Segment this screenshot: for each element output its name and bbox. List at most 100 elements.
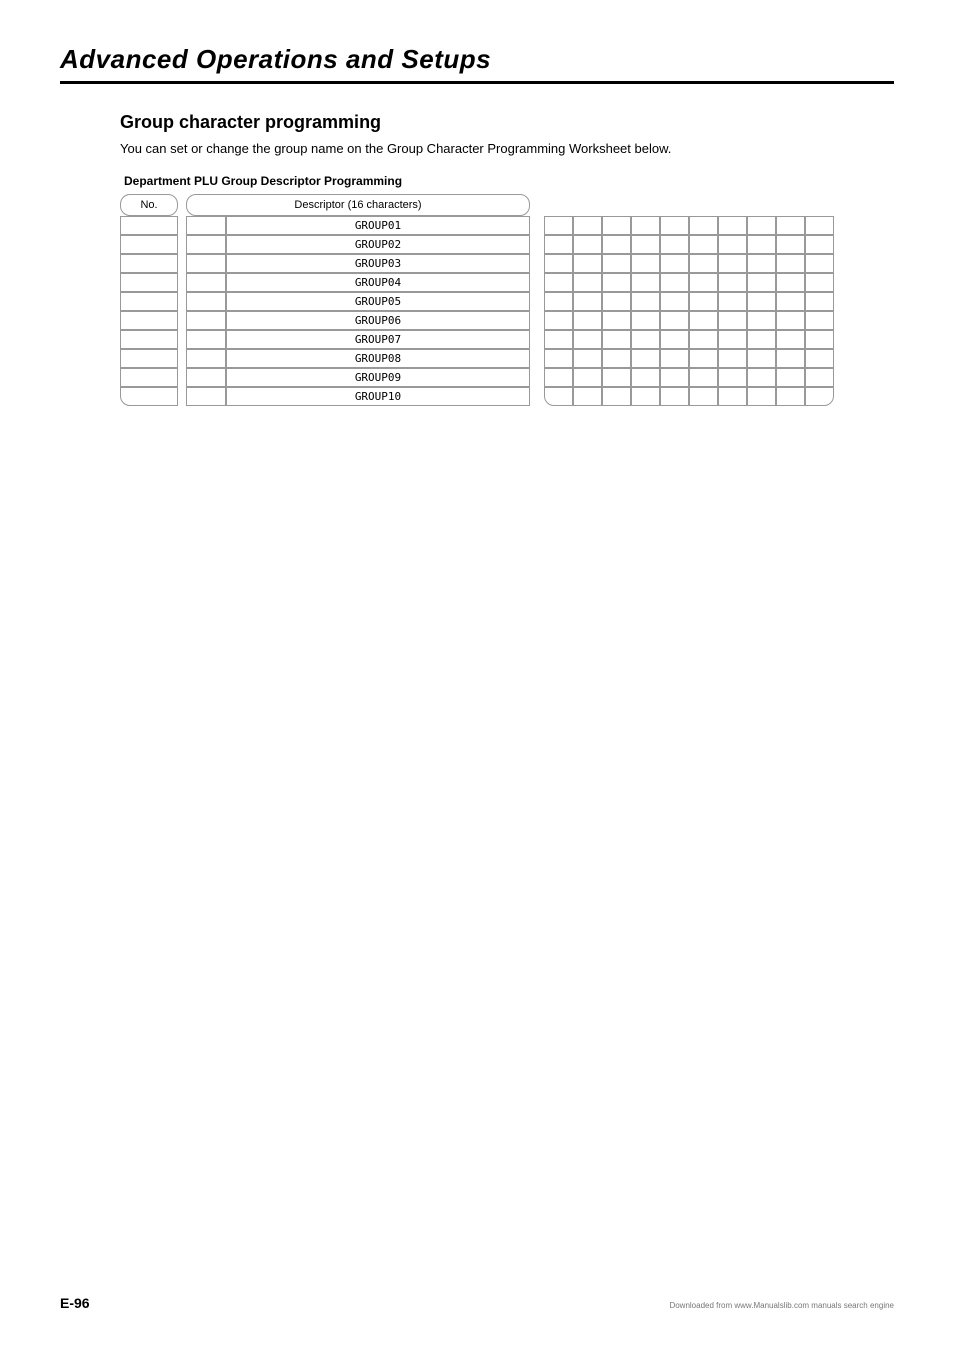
char-cell[interactable]	[718, 311, 747, 330]
char-cell[interactable]	[689, 235, 718, 254]
cell-icon[interactable]	[186, 387, 226, 406]
char-cell[interactable]	[631, 216, 660, 235]
char-cell[interactable]	[631, 311, 660, 330]
char-cell[interactable]	[718, 368, 747, 387]
char-cell[interactable]	[660, 273, 689, 292]
char-cell[interactable]	[544, 273, 573, 292]
char-cell[interactable]	[776, 254, 805, 273]
char-cell[interactable]	[602, 292, 631, 311]
char-cell[interactable]	[573, 330, 602, 349]
char-cell[interactable]	[805, 235, 834, 254]
char-cell[interactable]	[776, 387, 805, 406]
char-cell[interactable]	[631, 292, 660, 311]
char-cell[interactable]	[689, 330, 718, 349]
char-cell[interactable]	[544, 216, 573, 235]
char-cell[interactable]	[602, 330, 631, 349]
char-cell[interactable]	[776, 216, 805, 235]
char-cell[interactable]	[544, 292, 573, 311]
cell-no[interactable]	[120, 235, 178, 254]
char-cell[interactable]	[747, 254, 776, 273]
char-cell[interactable]	[602, 387, 631, 406]
char-cell[interactable]	[805, 349, 834, 368]
char-cell[interactable]	[573, 273, 602, 292]
char-cell[interactable]	[718, 330, 747, 349]
cell-icon[interactable]	[186, 368, 226, 387]
cell-icon[interactable]	[186, 311, 226, 330]
char-cell[interactable]	[747, 330, 776, 349]
char-cell[interactable]	[718, 216, 747, 235]
char-cell[interactable]	[776, 273, 805, 292]
cell-no[interactable]	[120, 311, 178, 330]
char-cell[interactable]	[660, 292, 689, 311]
char-cell[interactable]	[747, 273, 776, 292]
cell-no[interactable]	[120, 273, 178, 292]
char-cell[interactable]	[747, 311, 776, 330]
cell-no[interactable]	[120, 349, 178, 368]
char-cell[interactable]	[718, 273, 747, 292]
char-cell[interactable]	[544, 311, 573, 330]
char-cell[interactable]	[805, 387, 834, 406]
char-cell[interactable]	[718, 292, 747, 311]
char-cell[interactable]	[660, 311, 689, 330]
char-cell[interactable]	[660, 349, 689, 368]
cell-icon[interactable]	[186, 349, 226, 368]
char-cell[interactable]	[747, 216, 776, 235]
char-cell[interactable]	[660, 235, 689, 254]
char-cell[interactable]	[776, 311, 805, 330]
char-cell[interactable]	[602, 254, 631, 273]
char-cell[interactable]	[776, 292, 805, 311]
char-cell[interactable]	[602, 273, 631, 292]
char-cell[interactable]	[602, 349, 631, 368]
cell-icon[interactable]	[186, 292, 226, 311]
char-cell[interactable]	[776, 349, 805, 368]
char-cell[interactable]	[544, 330, 573, 349]
char-cell[interactable]	[573, 387, 602, 406]
char-cell[interactable]	[660, 330, 689, 349]
char-cell[interactable]	[631, 254, 660, 273]
char-cell[interactable]	[805, 311, 834, 330]
char-cell[interactable]	[689, 273, 718, 292]
char-cell[interactable]	[631, 235, 660, 254]
char-cell[interactable]	[805, 273, 834, 292]
char-cell[interactable]	[573, 349, 602, 368]
char-cell[interactable]	[747, 368, 776, 387]
char-cell[interactable]	[805, 330, 834, 349]
char-cell[interactable]	[805, 254, 834, 273]
char-cell[interactable]	[805, 216, 834, 235]
char-cell[interactable]	[747, 387, 776, 406]
char-cell[interactable]	[805, 368, 834, 387]
char-cell[interactable]	[631, 273, 660, 292]
char-cell[interactable]	[631, 349, 660, 368]
cell-icon[interactable]	[186, 273, 226, 292]
char-cell[interactable]	[805, 292, 834, 311]
char-cell[interactable]	[747, 292, 776, 311]
cell-no[interactable]	[120, 387, 178, 406]
char-cell[interactable]	[689, 254, 718, 273]
char-cell[interactable]	[544, 254, 573, 273]
char-cell[interactable]	[660, 387, 689, 406]
cell-no[interactable]	[120, 330, 178, 349]
char-cell[interactable]	[660, 216, 689, 235]
cell-icon[interactable]	[186, 216, 226, 235]
char-cell[interactable]	[718, 387, 747, 406]
char-cell[interactable]	[544, 349, 573, 368]
char-cell[interactable]	[660, 368, 689, 387]
char-cell[interactable]	[602, 311, 631, 330]
cell-icon[interactable]	[186, 330, 226, 349]
char-cell[interactable]	[689, 368, 718, 387]
char-cell[interactable]	[718, 235, 747, 254]
char-cell[interactable]	[689, 349, 718, 368]
cell-no[interactable]	[120, 254, 178, 273]
char-cell[interactable]	[573, 292, 602, 311]
char-cell[interactable]	[544, 235, 573, 254]
char-cell[interactable]	[776, 368, 805, 387]
char-cell[interactable]	[689, 292, 718, 311]
char-cell[interactable]	[631, 368, 660, 387]
char-cell[interactable]	[544, 368, 573, 387]
char-cell[interactable]	[718, 349, 747, 368]
char-cell[interactable]	[747, 235, 776, 254]
char-cell[interactable]	[602, 368, 631, 387]
char-cell[interactable]	[573, 368, 602, 387]
cell-no[interactable]	[120, 292, 178, 311]
cell-icon[interactable]	[186, 254, 226, 273]
